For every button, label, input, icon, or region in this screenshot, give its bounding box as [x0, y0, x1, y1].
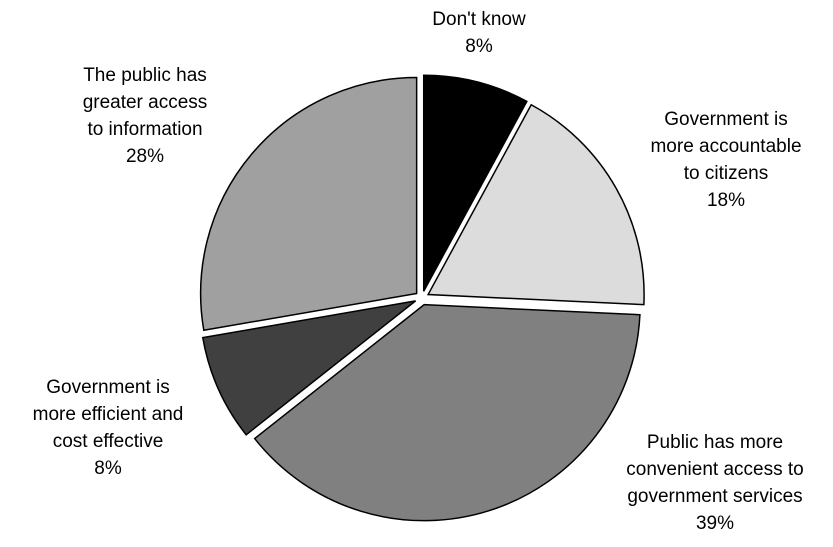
label-accountable-line-1: Government is [664, 109, 788, 130]
label-efficient-line-3: cost effective [52, 431, 164, 452]
label-greater-access-line-3: to information [87, 119, 203, 140]
label-efficient-pct: 8% [94, 458, 122, 479]
label-accountable-line-2: more accountable [650, 136, 802, 157]
slice-efficient [201, 300, 417, 436]
slice-dont-know [422, 74, 528, 292]
label-convenient-access: Public has more convenient access to gov… [626, 429, 803, 537]
label-accountable-line-3: to citizens [683, 163, 769, 184]
label-convenient-access-line-3: government services [627, 486, 803, 507]
label-dont-know: Don't know 8% [432, 6, 525, 60]
label-efficient-line-2: more efficient and [32, 404, 184, 425]
slice-greater-access [199, 76, 418, 332]
label-dont-know-pct: 8% [465, 36, 493, 57]
label-accountable: Government is more accountable to citize… [650, 106, 801, 214]
slice-accountable [426, 103, 645, 306]
label-greater-access-line-1: The public has [83, 65, 207, 86]
label-dont-know-line-1: Don't know [432, 9, 526, 30]
label-efficient: Government is more efficient and cost ef… [33, 374, 184, 482]
label-convenient-access-line-1: Public has more [646, 432, 784, 453]
label-greater-access-pct: 28% [125, 146, 165, 167]
label-accountable-pct: 18% [706, 190, 746, 211]
label-efficient-line-1: Government is [46, 377, 170, 398]
label-convenient-access-pct: 39% [695, 513, 735, 534]
label-greater-access: The public has greater access to informa… [83, 62, 208, 170]
label-greater-access-line-2: greater access [82, 92, 208, 113]
slice-convenient-access [253, 303, 641, 522]
label-convenient-access-line-2: convenient access to [626, 459, 804, 480]
